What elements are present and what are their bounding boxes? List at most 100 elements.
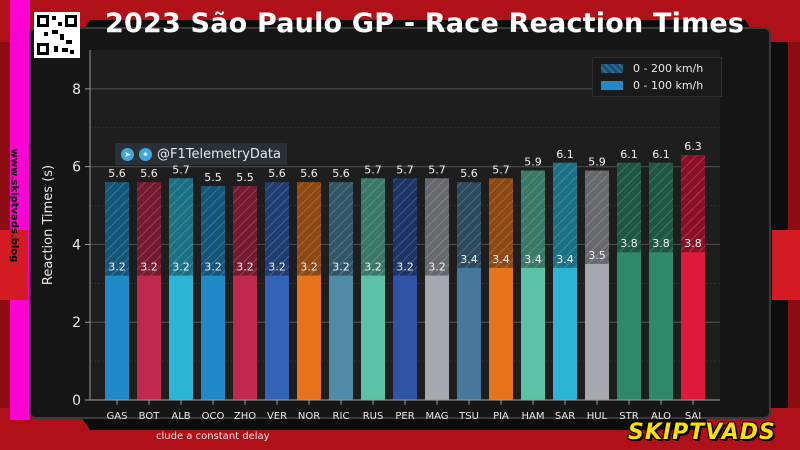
bar-0-100-mag [425,275,449,400]
legend-label-100: 0 - 100 km/h [633,79,704,92]
x-tick-label-sai: SAI [685,411,701,422]
x-tick-label-oco: OCO [202,411,225,422]
x-tick-label-nor: NOR [298,411,320,422]
data-labels: 5.6 3.2 5.6 3.2 5.7 3.2 5.5 3.2 5.5 3.2 5.6 3.2 5.6 3… [108,140,702,274]
bar-0-100-tsu [457,267,481,400]
bar-0-100-sar [553,267,577,400]
y-axis-label: Reaction Times (s) [41,165,56,285]
bar-hatch-oco [201,186,225,276]
frame-right-band [788,42,800,408]
data-label-200-zho: 5.5 [236,171,254,184]
bar-0-100-hul [585,263,609,400]
bar-hatch-ver [265,182,289,276]
bar-0-100-per [393,275,417,400]
x-axis-ticks: GAS BOT ALB OCO ZHO VER NOR RIC RUS PER MAG TSU PIA H… [107,400,701,422]
y-tick-label: 4 [72,237,81,253]
bar-hatch-hul [585,170,609,264]
bar-0-100-rus [361,275,385,400]
frame-top-band [0,0,800,42]
bar-0-100-bot [137,275,161,400]
bar-0-100-gas [105,275,129,400]
data-label-100-sai: 3.8 [684,237,702,250]
data-label-100-nor: 3.2 [300,261,318,274]
bar-hatch-tsu [457,182,481,268]
x-tick-label-gas: GAS [107,411,128,422]
bar-hatch-rus [361,178,385,276]
x-tick-label-rus: RUS [363,411,384,422]
bar-hatch-sar [553,162,577,268]
bar-hatch-sai [681,155,705,253]
data-label-200-per: 5.7 [396,163,414,176]
x-tick-label-alo: ALO [651,411,671,422]
data-label-100-sar: 3.4 [556,253,574,266]
data-label-100-rus: 3.2 [364,261,382,274]
data-label-200-gas: 5.6 [108,167,126,180]
watermark-url: www.skiptvads.blog [8,148,20,263]
bar-0-100-nor [297,275,321,400]
bar-hatch-gas [105,182,129,276]
bar-hatch-pia [489,178,513,268]
y-tick-label: 0 [72,393,81,409]
telegram-icon: ➤ [121,147,134,161]
bar-hatch-zho [233,186,257,276]
x-tick-label-alb: ALB [171,411,190,422]
data-label-200-rus: 5.7 [364,163,382,176]
data-label-100-zho: 3.2 [236,261,254,274]
legend-swatch-200 [601,64,623,73]
data-label-200-oco: 5.5 [204,171,222,184]
chart-legend: 0 - 200 km/h 0 - 100 km/h [592,57,722,97]
bar-0-100-zho [233,275,257,400]
bar-hatch-str [617,162,641,253]
bar-hatch-bot [137,182,161,276]
frame-left-accent [0,230,28,300]
page-title: 2023 São Paulo GP - Race Reaction Times [105,8,745,39]
brand-logo: SKIPTVADS [628,420,776,445]
y-axis-ticks: 0 2 4 6 8 [72,82,90,409]
legend-swatch-100 [601,81,623,90]
footnote: clude a constant delay [156,431,270,442]
bar-hatch-nor [297,182,321,276]
data-label-100-tsu: 3.4 [460,253,478,266]
data-label-100-alb: 3.2 [172,261,190,274]
data-label-200-mag: 5.7 [428,163,446,176]
frame-left-band [0,42,12,408]
legend-item-200: 0 - 200 km/h [601,62,703,75]
data-label-200-str: 6.1 [620,148,638,161]
x-tick-label-pia: PIA [493,411,509,422]
x-tick-label-per: PER [395,411,414,422]
data-label-100-per: 3.2 [396,261,414,274]
bar-0-100-alo [649,252,673,400]
frame-right-accent [772,230,800,300]
data-label-100-oco: 3.2 [204,261,222,274]
y-tick-label: 8 [72,82,81,98]
x-tick-label-str: STR [619,411,638,422]
data-label-100-gas: 3.2 [108,261,126,274]
twitter-icon: ✦ [139,147,152,161]
data-label-200-hul: 5.9 [588,156,606,169]
data-label-200-sai: 6.3 [684,140,702,153]
bar-hatch-ham [521,170,545,268]
legend-item-100: 0 - 100 km/h [601,79,703,92]
data-label-100-pia: 3.4 [492,253,510,266]
data-label-100-bot: 3.2 [140,261,158,274]
frame-bottom-band [0,408,800,450]
data-label-200-alo: 6.1 [652,148,670,161]
side-pink-strip [10,0,30,420]
x-tick-label-bot: BOT [139,411,161,422]
bar-0-100-str [617,252,641,400]
data-label-100-ver: 3.2 [268,261,286,274]
data-label-100-str: 3.8 [620,237,638,250]
bar-marks [105,155,705,400]
data-label-100-ric: 3.2 [332,261,350,274]
data-label-200-sar: 6.1 [556,148,574,161]
bar-hatch-per [393,178,417,276]
data-label-100-mag: 3.2 [428,261,446,274]
data-label-100-alo: 3.8 [652,237,670,250]
qr-code-pattern [37,15,77,55]
x-tick-label-ver: VER [267,411,287,422]
y-tick-label: 6 [72,160,81,176]
data-label-200-bot: 5.6 [140,167,158,180]
bar-hatch-ric [329,182,353,276]
data-label-200-ric: 5.6 [332,167,350,180]
